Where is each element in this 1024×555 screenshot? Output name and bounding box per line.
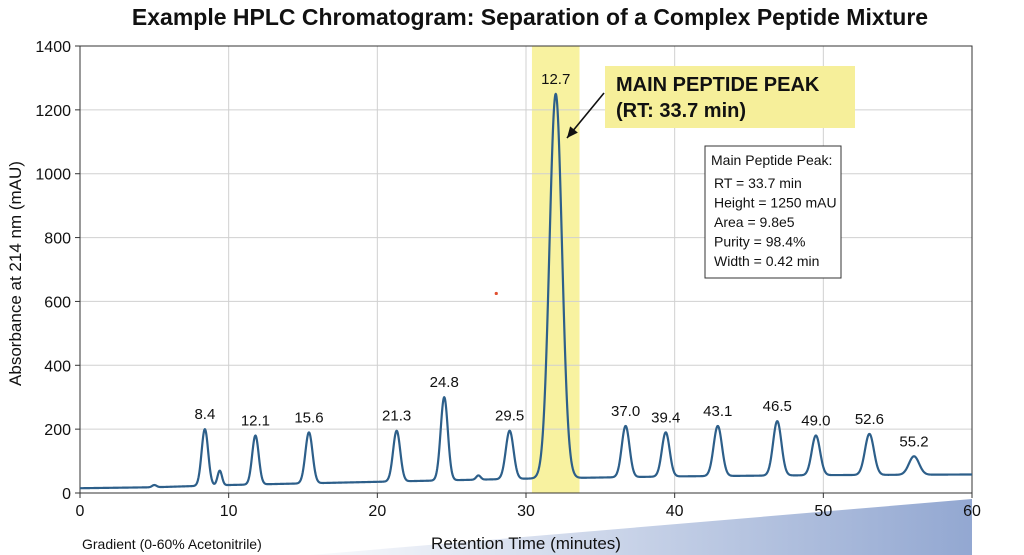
x-axis-label: Retention Time (minutes) <box>431 534 621 553</box>
callout-title: MAIN PEPTIDE PEAK <box>616 74 820 96</box>
info-box-line: Height = 1250 mAU <box>714 195 837 211</box>
peak-label: 29.5 <box>495 408 524 425</box>
peak-label: 12.7 <box>541 71 570 88</box>
main-peak-callout <box>605 66 855 128</box>
peak-label: 15.6 <box>294 409 323 426</box>
peak-label: 52.6 <box>855 411 884 428</box>
peak-label: 37.0 <box>611 403 640 420</box>
info-box-line: RT = 33.7 min <box>714 175 802 191</box>
info-box-line: Area = 9.8e5 <box>714 214 795 230</box>
peak-label: 49.0 <box>801 413 830 430</box>
x-tick-label: 20 <box>368 503 386 520</box>
peak-label: 55.2 <box>899 433 928 450</box>
info-box <box>704 145 842 279</box>
y-tick-label: 0 <box>62 486 71 503</box>
x-tick-label: 10 <box>220 503 238 520</box>
peak-label: 46.5 <box>763 398 792 415</box>
peak-label: 12.1 <box>241 413 270 430</box>
info-box-line: Purity = 98.4% <box>714 234 805 250</box>
y-tick-label: 600 <box>44 294 71 311</box>
y-tick-label: 800 <box>44 231 71 248</box>
y-tick-label: 1200 <box>35 103 71 120</box>
info-box-title: Main Peptide Peak: <box>711 152 832 168</box>
x-tick-label: 50 <box>814 503 832 520</box>
peak-label: 21.3 <box>382 408 411 425</box>
gradient-label: Gradient (0-60% Acetonitrile) <box>82 536 262 552</box>
y-tick-label: 1400 <box>35 39 71 56</box>
y-axis-label: Absorbance at 214 nm (mAU) <box>6 161 25 386</box>
x-tick-label: 60 <box>963 503 981 520</box>
info-box-line: Width = 0.42 min <box>714 253 819 269</box>
callout-arrowhead <box>567 126 578 138</box>
main-peak-highlight <box>531 46 580 493</box>
peak-label: 8.4 <box>194 406 215 423</box>
y-tick-label: 1000 <box>35 167 71 184</box>
peak-label: 24.8 <box>430 374 459 391</box>
y-tick-label: 400 <box>44 358 71 375</box>
peak-label: 43.1 <box>703 403 732 420</box>
x-tick-label: 30 <box>517 503 535 520</box>
chart-title: Example HPLC Chromatogram: Separation of… <box>131 4 929 30</box>
x-tick-label: 0 <box>76 503 85 520</box>
peak-label: 39.4 <box>651 409 680 426</box>
y-tick-label: 200 <box>44 422 71 439</box>
gradient-wedge <box>310 499 972 555</box>
stray-marker <box>494 291 498 296</box>
chromatogram-trace <box>79 92 973 490</box>
callout-subtitle: (RT: 33.7 min) <box>616 100 746 122</box>
x-tick-label: 40 <box>666 503 684 520</box>
